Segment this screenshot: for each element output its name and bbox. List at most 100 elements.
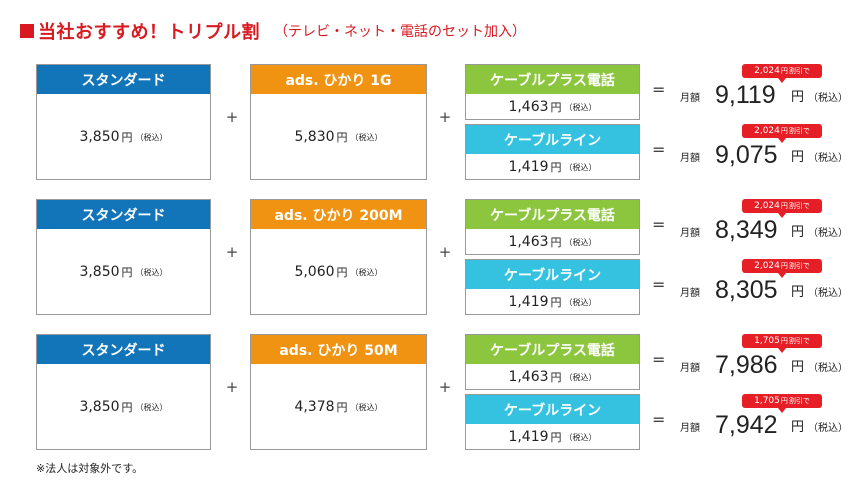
square-bullet-icon (20, 24, 34, 38)
internet-plan-card: ads. ひかり 200M 5,060 円（税込） (250, 199, 427, 315)
phone-plan-price: 1,463 円（税込） (466, 94, 639, 120)
cable-line-card: ケーブルライン 1,419 円（税込） (465, 124, 640, 180)
cable-plus-phone-card: ケーブルプラス電話 1,463 円（税込） (465, 64, 640, 120)
phone-plan-name: ケーブルプラス電話 (466, 335, 639, 364)
discount-yen: 円 (780, 337, 788, 345)
yen-unit: 円 (791, 225, 805, 240)
monthly-amount: 7,942 (715, 411, 778, 439)
discount-label: 割引で (788, 202, 810, 210)
monthly-label: 月額 (680, 228, 700, 239)
discount-amount: 1,705 (754, 396, 780, 406)
monthly-total-line: 2,024 円割引で 月額 9,075 円 （税込） (680, 124, 850, 169)
discount-yen: 円 (780, 127, 788, 135)
discount-label: 割引で (788, 337, 810, 345)
discount-amount: 2,024 (754, 261, 780, 271)
yen-unit: 円 (336, 266, 348, 279)
tax-label: （税込） (350, 402, 383, 412)
discount-yen: 円 (780, 202, 788, 210)
monthly-label: 月額 (680, 93, 700, 104)
monthly-label: 月額 (680, 423, 700, 434)
price-value: 1,463 (508, 234, 549, 250)
yen-unit: 円 (791, 285, 805, 300)
discount-badge: 2,024 円割引で (742, 199, 822, 218)
discount-amount: 2,024 (754, 201, 780, 211)
price-value: 1,463 (508, 369, 549, 385)
plus-sign: + (438, 378, 452, 396)
tax-label: （税込） (350, 132, 383, 142)
price-value: 1,419 (508, 159, 549, 175)
tax-label: （税込） (564, 372, 597, 382)
monthly-total-phone: 2,024 円割引で 月額 8,349 円 （税込） (680, 199, 850, 244)
plan-group: スタンダード 3,850 円（税込） + ads. ひかり 1G 5,830 円（税… (0, 64, 860, 180)
monthly-amount: 7,986 (715, 351, 778, 379)
cable-plus-phone-card: ケーブルプラス電話 1,463 円（税込） (465, 334, 640, 390)
yen-unit: 円 (791, 150, 805, 165)
phone-plan-name: ケーブルプラス電話 (466, 200, 639, 229)
tax-label: （税込） (135, 402, 168, 412)
equals-sign: = (652, 275, 666, 294)
internet-plan-price: 5,060 円（税込） (251, 229, 426, 315)
discount-label: 割引で (788, 67, 810, 75)
internet-plan-price: 4,378 円（税込） (251, 364, 426, 450)
discount-badge: 2,024 円割引で (742, 259, 822, 278)
discount-badge: 1,705 円割引で (742, 334, 822, 353)
tax-label: （税込） (808, 228, 848, 239)
equals-sign: = (652, 350, 666, 369)
monthly-amount: 8,349 (715, 216, 778, 244)
discount-yen: 円 (780, 67, 788, 75)
internet-plan-price: 5,830 円（税込） (251, 94, 426, 180)
tax-label: （税込） (808, 423, 848, 434)
yen-unit: 円 (121, 401, 133, 414)
internet-plan-name: ads. ひかり 200M (251, 200, 426, 229)
plus-sign: + (225, 243, 239, 261)
discount-amount: 1,705 (754, 336, 780, 346)
line-plan-name: ケーブルライン (466, 125, 639, 154)
plus-sign: + (225, 108, 239, 126)
internet-plan-card: ads. ひかり 50M 4,378 円（税込） (250, 334, 427, 450)
tax-label: （税込） (135, 267, 168, 277)
cable-line-card: ケーブルライン 1,419 円（税込） (465, 394, 640, 450)
discount-label: 割引で (788, 262, 810, 270)
tax-label: （税込） (564, 102, 597, 112)
yen-unit: 円 (550, 296, 562, 309)
cable-line-card: ケーブルライン 1,419 円（税込） (465, 259, 640, 315)
tax-label: （税込） (808, 153, 848, 164)
monthly-total-phone: 2,024 円割引で 月額 9,119 円 （税込） (680, 64, 850, 109)
yen-unit: 円 (550, 236, 562, 249)
discount-badge: 1,705 円割引で (742, 394, 822, 413)
price-value: 5,830 (294, 129, 335, 145)
line-plan-price: 1,419 円（税込） (466, 289, 639, 315)
line-plan-name: ケーブルライン (466, 395, 639, 424)
discount-badge: 2,024 円割引で (742, 124, 822, 143)
line-plan-price: 1,419 円（税込） (466, 424, 639, 450)
internet-plan-name: ads. ひかり 1G (251, 65, 426, 94)
phone-plan-price: 1,463 円（税込） (466, 229, 639, 255)
tv-plan-name: スタンダード (37, 335, 210, 364)
monthly-amount: 8,305 (715, 276, 778, 304)
tv-plan-price: 3,850 円（税込） (37, 364, 210, 450)
phone-plan-price: 1,463 円（税込） (466, 364, 639, 390)
tax-label: （税込） (808, 288, 848, 299)
phone-plan-name: ケーブルプラス電話 (466, 65, 639, 94)
yen-unit: 円 (550, 371, 562, 384)
monthly-label: 月額 (680, 288, 700, 299)
equals-sign: = (652, 140, 666, 159)
yen-unit: 円 (121, 266, 133, 279)
plan-group: スタンダード 3,850 円（税込） + ads. ひかり 200M 5,060 円… (0, 199, 860, 315)
yen-unit: 円 (336, 131, 348, 144)
price-value: 3,850 (79, 264, 120, 280)
tax-label: （税込） (808, 93, 848, 104)
internet-plan-name: ads. ひかり 50M (251, 335, 426, 364)
line-plan-price: 1,419 円（税込） (466, 154, 639, 180)
tax-label: （税込） (808, 363, 848, 374)
discount-yen: 円 (780, 262, 788, 270)
tv-plan-card: スタンダード 3,850 円（税込） (36, 199, 211, 315)
equals-sign: = (652, 215, 666, 234)
price-value: 4,378 (294, 399, 335, 415)
cable-plus-phone-card: ケーブルプラス電話 1,463 円（税込） (465, 199, 640, 255)
equals-sign: = (652, 80, 666, 99)
monthly-label: 月額 (680, 153, 700, 164)
yen-unit: 円 (791, 420, 805, 435)
monthly-total-line: 1,705 円割引で 月額 7,942 円 （税込） (680, 394, 850, 439)
tv-plan-price: 3,850 円（税込） (37, 94, 210, 180)
